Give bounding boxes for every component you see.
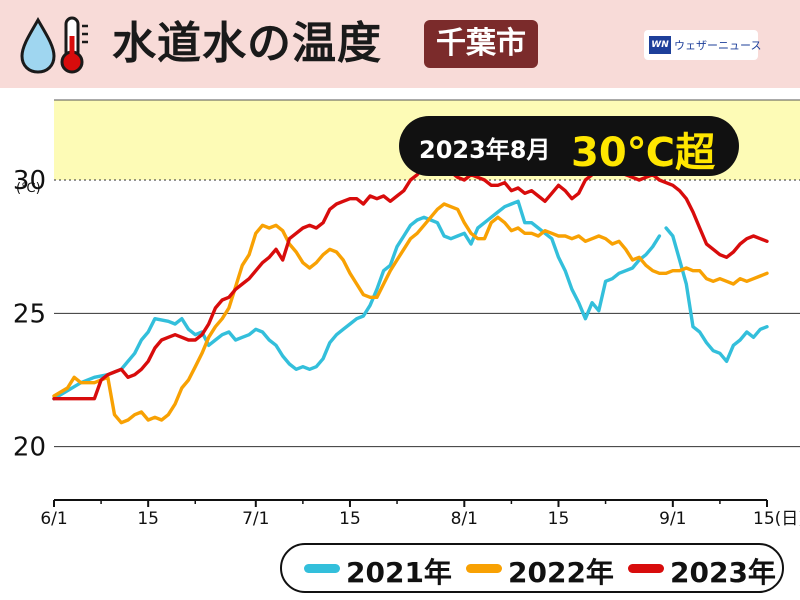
y-tick-label: 30 [13, 166, 46, 196]
series-line-2021-seg0 [52, 199, 662, 401]
x-tick-label: 15 [548, 509, 570, 529]
callout-emphasis: 30℃超 [571, 130, 716, 176]
header-icons [20, 16, 88, 74]
legend-label-2022: 2022年 [508, 556, 614, 589]
legend-swatch-2023 [628, 564, 664, 573]
x-tick-label: 15 [339, 509, 361, 529]
city-badge: 千葉市 [424, 20, 538, 68]
thermometer-icon [60, 16, 88, 74]
y-tick-label: 25 [13, 299, 46, 329]
y-tick-label: 20 [13, 433, 46, 463]
water-drop-icon [20, 16, 56, 74]
legend-label-2023: 2023年 [670, 556, 776, 589]
header-banner: 水道水の温度 千葉市 WN ウェザーニュース [0, 0, 800, 88]
callout-date: 2023年8月 [419, 136, 551, 164]
weathernews-logo: WN ウェザーニュース [644, 30, 762, 60]
x-tick-label: 6/1 [40, 509, 67, 529]
logo-mark: WN [649, 36, 671, 54]
page-title: 水道水の温度 [112, 18, 382, 69]
series-line-2021-seg1 [664, 226, 769, 363]
series-line-2023-seg0 [52, 162, 769, 401]
series-line-2022-seg0 [52, 202, 769, 425]
x-tick-label: 9/1 [659, 509, 686, 529]
x-tick-label: 15(日) [753, 509, 800, 529]
legend-swatch-2021 [304, 564, 340, 573]
x-tick-label: 15 [137, 509, 159, 529]
legend-label-2021: 2021年 [346, 556, 452, 589]
y-axis-label: (℃) [16, 181, 41, 196]
x-tick-label: 7/1 [242, 509, 269, 529]
legend-swatch-2022 [466, 564, 502, 573]
x-tick-label: 8/1 [451, 509, 478, 529]
logo-text: ウェザーニュース [674, 39, 762, 52]
legend: 2021年 2022年 2023年 [280, 543, 784, 593]
callout-badge: 2023年8月 30℃超 [399, 116, 739, 176]
